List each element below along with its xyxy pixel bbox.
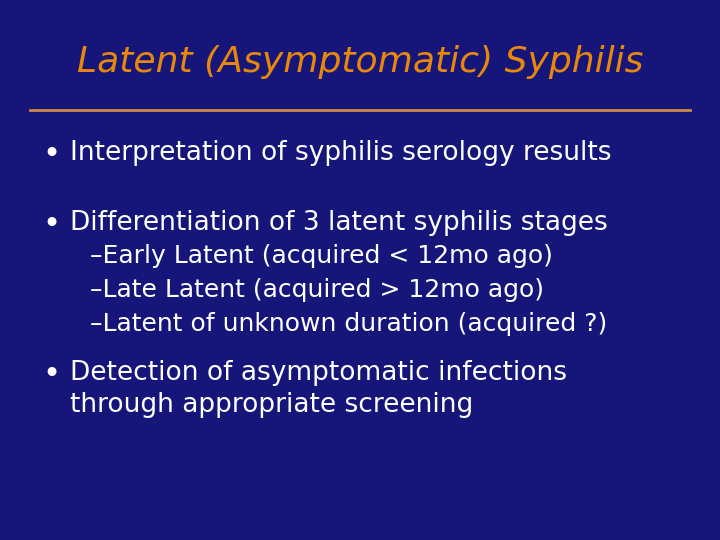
Text: •: • — [42, 360, 60, 389]
Text: –Latent of unknown duration (acquired ?): –Latent of unknown duration (acquired ?) — [90, 312, 607, 336]
Text: –Early Latent (acquired < 12mo ago): –Early Latent (acquired < 12mo ago) — [90, 244, 553, 268]
Text: –Late Latent (acquired > 12mo ago): –Late Latent (acquired > 12mo ago) — [90, 278, 544, 302]
Text: Detection of asymptomatic infections: Detection of asymptomatic infections — [70, 360, 567, 386]
Text: Differentiation of 3 latent syphilis stages: Differentiation of 3 latent syphilis sta… — [70, 210, 608, 236]
Text: •: • — [42, 210, 60, 239]
Text: Latent (Asymptomatic) Syphilis: Latent (Asymptomatic) Syphilis — [77, 45, 643, 79]
Text: Interpretation of syphilis serology results: Interpretation of syphilis serology resu… — [70, 140, 611, 166]
Text: •: • — [42, 140, 60, 169]
Text: through appropriate screening: through appropriate screening — [70, 392, 473, 418]
